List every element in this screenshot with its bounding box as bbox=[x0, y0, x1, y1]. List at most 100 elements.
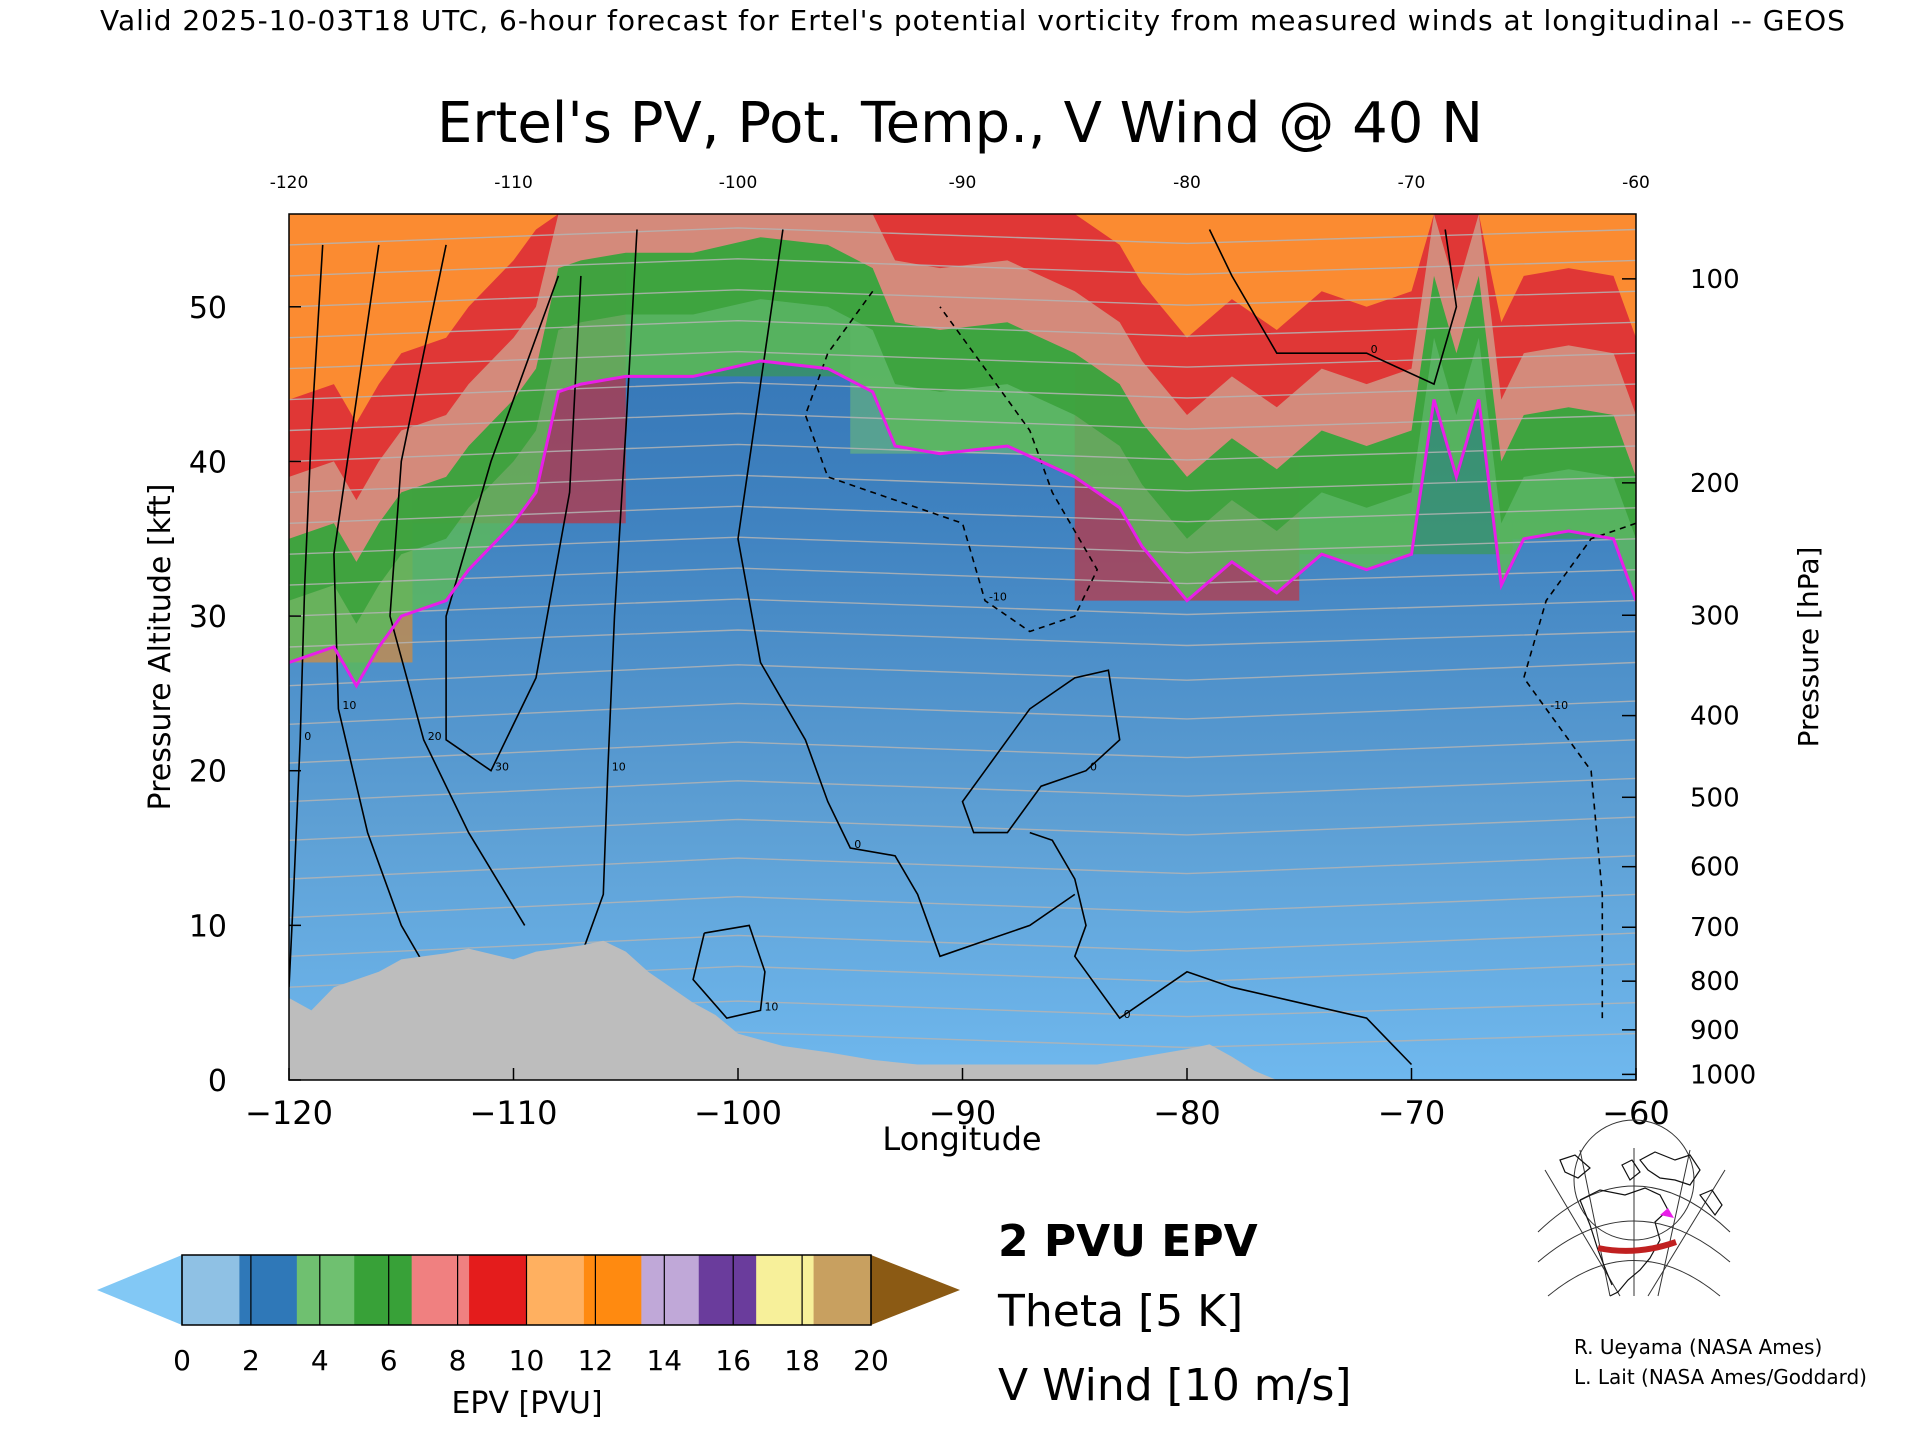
v-wind-contour bbox=[445, 275, 582, 772]
x-tick-label: −110 bbox=[470, 1094, 558, 1132]
theta-line bbox=[289, 855, 1636, 880]
colorbar-tick-label: 10 bbox=[509, 1344, 545, 1377]
v-wind-contour bbox=[289, 244, 324, 988]
theta-line bbox=[289, 567, 1636, 586]
pressure-tick-label: 400 bbox=[1690, 702, 1740, 732]
colorbar-segment bbox=[469, 1255, 527, 1325]
top-tick-label: -120 bbox=[270, 173, 309, 193]
v-wind-contour-label: 0 bbox=[1371, 343, 1378, 356]
pv-2pvu-line bbox=[289, 359, 1636, 689]
pv-2pvu-contour bbox=[289, 359, 1636, 689]
colorbar-tick-label: 6 bbox=[380, 1344, 398, 1377]
theta-line bbox=[289, 932, 1636, 957]
y-axis-label: Pressure Altitude [kft] bbox=[143, 484, 178, 811]
theta-line bbox=[289, 227, 1636, 246]
v-wind-contour bbox=[1208, 229, 1458, 386]
x-tick-label: −80 bbox=[1153, 1094, 1221, 1132]
v-wind-contour-label: 10 bbox=[342, 699, 356, 712]
theta-line bbox=[289, 777, 1636, 803]
theta-line bbox=[289, 629, 1636, 648]
x-tick-label: −120 bbox=[245, 1094, 333, 1132]
colorbar-segments bbox=[182, 1255, 872, 1325]
y-tick-label: 20 bbox=[189, 755, 227, 790]
v-wind-contour-label: -10 bbox=[1550, 699, 1568, 712]
legend-theta: Theta [5 K] bbox=[997, 1286, 1243, 1337]
terrain bbox=[289, 940, 1277, 1080]
colorbar-segment bbox=[182, 1255, 240, 1325]
theta-line bbox=[289, 319, 1636, 339]
v-wind-contour bbox=[737, 229, 1076, 958]
v-wind-contour-label: 0 bbox=[1090, 761, 1097, 774]
v-wind-contour-label: 20 bbox=[428, 730, 442, 743]
v-wind-contour-label: 0 bbox=[304, 730, 311, 743]
colorbar-tick-label: 18 bbox=[784, 1344, 820, 1377]
theta-line bbox=[289, 598, 1636, 617]
plot-area: 0 10 20 30 10 0 -10 0 0 10 0 -10 bbox=[289, 214, 1636, 1080]
pressure-tick-label: 800 bbox=[1690, 967, 1740, 997]
colorbar-segment bbox=[813, 1255, 872, 1325]
v-wind-contour-label: -10 bbox=[989, 591, 1007, 604]
x-tick-label: −70 bbox=[1378, 1094, 1446, 1132]
colorbar-tick-label: 0 bbox=[173, 1344, 191, 1377]
pressure-tick-label: 500 bbox=[1690, 783, 1740, 813]
theta-line bbox=[289, 350, 1636, 370]
v-wind-contour bbox=[1029, 831, 1413, 1066]
v-wind-contour-label: 30 bbox=[495, 761, 509, 774]
v-wind-contour bbox=[580, 229, 638, 957]
theta-line bbox=[289, 505, 1636, 524]
pv-band bbox=[289, 214, 1636, 423]
top-tick-label: -100 bbox=[719, 173, 758, 193]
pressure-tick-label: 1000 bbox=[1690, 1060, 1756, 1090]
credit-line-1: R. Ueyama (NASA Ames) bbox=[1574, 1335, 1822, 1359]
colorbar-segment bbox=[296, 1255, 355, 1325]
theta-line bbox=[289, 289, 1636, 308]
theta-line bbox=[289, 381, 1636, 401]
colorbar-segment bbox=[583, 1255, 642, 1325]
v-wind-contour-label: 0 bbox=[854, 838, 861, 851]
v-wind-contours: 0 10 20 30 10 0 -10 0 0 10 0 -10 bbox=[289, 229, 1636, 1066]
top-tick-label: -80 bbox=[1173, 173, 1201, 193]
top-tick-label: -110 bbox=[494, 173, 533, 193]
legend-wind: V Wind [10 m/s] bbox=[998, 1360, 1352, 1411]
colorbar-tick-label: 8 bbox=[449, 1344, 467, 1377]
colorbar-segment bbox=[756, 1255, 815, 1325]
continent-outlines bbox=[1559, 1151, 1723, 1297]
credit-line-2: L. Lait (NASA Ames/Goddard) bbox=[1574, 1365, 1867, 1389]
colorbar-segment bbox=[641, 1255, 700, 1325]
terrain-mask bbox=[289, 940, 1277, 1080]
inset-map bbox=[1537, 1119, 1731, 1297]
theta-line bbox=[289, 816, 1636, 841]
pressure-tick-label: 700 bbox=[1690, 913, 1740, 943]
pressure-tick-label: 900 bbox=[1690, 1016, 1740, 1046]
y-tick-label: 10 bbox=[189, 909, 227, 944]
colorbar-tick-label: 12 bbox=[578, 1344, 614, 1377]
colorbar-tick-label: 4 bbox=[311, 1344, 329, 1377]
colorbar: 0 2 4 6 8 10 12 14 16 18 20 EPV [PVU] bbox=[97, 1254, 960, 1421]
pressure-tick-label: 300 bbox=[1690, 601, 1740, 631]
colorbar-tick-label: 16 bbox=[715, 1344, 751, 1377]
theta-line bbox=[289, 474, 1636, 494]
colorbar-segment bbox=[354, 1255, 413, 1325]
theta-line bbox=[289, 661, 1636, 687]
location-marker bbox=[1660, 1208, 1674, 1218]
cross-section-line bbox=[1597, 1239, 1677, 1254]
v-wind-contour bbox=[961, 669, 1121, 834]
colorbar-segment bbox=[698, 1255, 757, 1325]
pressure-tick-label: 600 bbox=[1690, 853, 1740, 883]
pressure-axis-label: Pressure [hPa] bbox=[1792, 547, 1825, 748]
x-tick-label: −90 bbox=[929, 1094, 997, 1132]
y-tick-label: 40 bbox=[189, 445, 227, 480]
v-wind-contour-label: 10 bbox=[612, 761, 626, 774]
legend: 2 PVU EPV Theta [5 K] V Wind [10 m/s] bbox=[997, 1216, 1352, 1411]
colorbar-tick-label: 2 bbox=[242, 1344, 260, 1377]
v-wind-contour bbox=[333, 244, 425, 965]
colorbar-tick-label: 20 bbox=[853, 1344, 889, 1377]
x-tick-label: −60 bbox=[1602, 1094, 1670, 1132]
colorbar-label: EPV [PVU] bbox=[451, 1386, 602, 1421]
theta-line bbox=[289, 412, 1636, 432]
y-tick-label: 0 bbox=[208, 1064, 227, 1099]
globe-graticule bbox=[1537, 1119, 1731, 1297]
v-wind-contour-label: 10 bbox=[764, 1000, 778, 1013]
x-axis-label: Longitude bbox=[882, 1120, 1041, 1158]
